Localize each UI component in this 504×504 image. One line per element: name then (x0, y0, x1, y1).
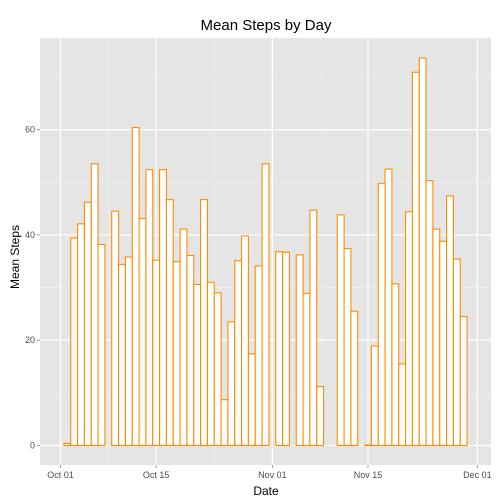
bar (207, 282, 214, 445)
bar (255, 266, 262, 446)
bar (351, 311, 358, 445)
bar (180, 229, 187, 445)
bar (406, 212, 413, 446)
bar (64, 443, 71, 445)
bar (84, 202, 91, 445)
bar (365, 445, 372, 446)
bar (132, 128, 139, 446)
bar (419, 58, 426, 446)
bar (378, 183, 385, 445)
bar (119, 264, 126, 445)
bar (98, 244, 105, 445)
bar (214, 293, 221, 446)
x-tick-label: Dec 01 (463, 470, 492, 480)
chart-title: Mean Steps by Day (201, 17, 332, 34)
bar (317, 387, 324, 446)
y-axis: 0 20 40 60 (25, 125, 40, 451)
bar (426, 181, 433, 446)
bar (310, 210, 317, 445)
bar (371, 346, 378, 446)
bar (460, 317, 467, 446)
y-axis-title: Mean Steps (8, 225, 22, 289)
bar (173, 262, 180, 446)
bar (78, 224, 85, 446)
bar (146, 170, 153, 446)
x-tick-label: Nov 01 (258, 470, 287, 480)
bar (248, 354, 255, 446)
bar (221, 400, 228, 446)
bar (160, 170, 167, 446)
x-axis: Oct 01 Oct 15 Nov 01 Nov 15 Dec 01 (47, 465, 491, 480)
bar (453, 259, 460, 445)
bar (392, 284, 399, 446)
bar (276, 252, 283, 446)
bar (399, 364, 406, 446)
bar (228, 322, 235, 446)
bar (125, 257, 132, 445)
x-tick-label: Oct 15 (143, 470, 170, 480)
bar (201, 200, 208, 446)
bar (433, 229, 440, 445)
y-tick-label: 40 (25, 230, 35, 240)
bar (242, 236, 249, 446)
bar (296, 255, 303, 446)
bar (412, 72, 419, 445)
bar (303, 293, 310, 445)
x-tick-label: Oct 01 (47, 470, 74, 480)
bar (262, 164, 269, 446)
bar (447, 196, 454, 446)
bar (91, 164, 98, 446)
bar (194, 284, 201, 445)
y-tick-label: 60 (25, 125, 35, 135)
y-tick-label: 20 (25, 335, 35, 345)
bar (235, 261, 242, 446)
bar (385, 169, 392, 445)
bar (337, 215, 344, 446)
bar (153, 260, 160, 445)
bar (166, 200, 173, 446)
bar (283, 252, 290, 445)
x-tick-label: Nov 15 (354, 470, 383, 480)
bar (344, 249, 351, 446)
y-tick-label: 0 (30, 441, 35, 451)
bar (187, 255, 194, 445)
bar (112, 211, 119, 445)
bar (71, 238, 78, 445)
x-axis-title: Date (253, 484, 279, 498)
bar (440, 241, 447, 445)
bar (139, 219, 146, 446)
